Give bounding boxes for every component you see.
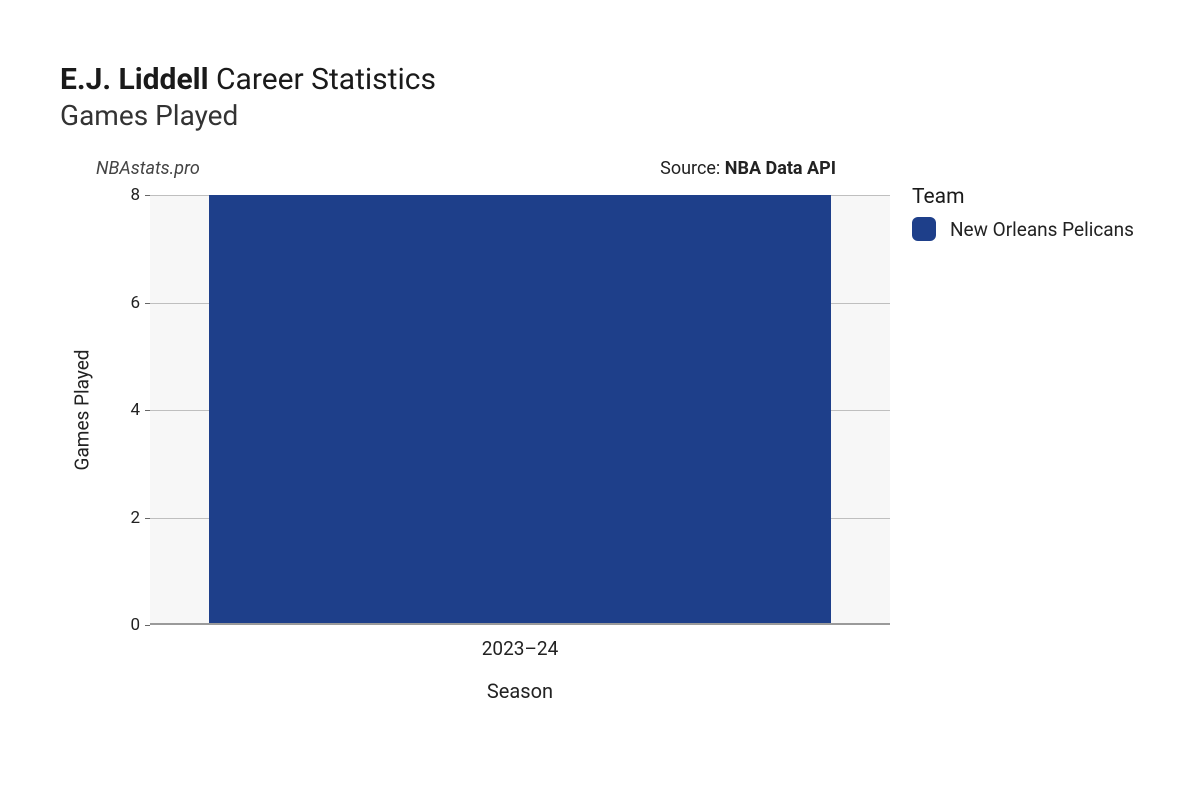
title-rest: Career Statistics xyxy=(209,62,436,97)
player-name: E.J. Liddell xyxy=(60,62,209,97)
chart-container: E.J. Liddell Career Statistics Games Pla… xyxy=(0,0,1200,800)
y-tick-mark xyxy=(145,303,150,304)
title-subtitle: Games Played xyxy=(60,99,1160,132)
y-tick-mark xyxy=(145,625,150,626)
source-prefix: Source: xyxy=(660,158,725,179)
title-line-1: E.J. Liddell Career Statistics xyxy=(60,60,1160,99)
legend-items: New Orleans Pelicans xyxy=(912,217,1134,241)
x-tick-label: 2023–24 xyxy=(482,625,559,660)
legend-swatch xyxy=(912,217,936,241)
legend-title: Team xyxy=(912,185,1134,209)
title-block: E.J. Liddell Career Statistics Games Pla… xyxy=(60,60,1160,132)
y-tick-mark xyxy=(145,518,150,519)
y-tick-mark xyxy=(145,410,150,411)
bar xyxy=(209,195,831,623)
x-axis-title: Season xyxy=(487,679,553,703)
legend: Team New Orleans Pelicans xyxy=(912,185,1134,241)
source-credit: Source: NBA Data API xyxy=(660,158,836,179)
y-axis-title: Games Played xyxy=(71,350,94,471)
legend-item: New Orleans Pelicans xyxy=(912,217,1134,241)
chart-area: Games Played Season 024682023–24 Team Ne… xyxy=(60,185,1160,705)
y-tick-mark xyxy=(145,195,150,196)
site-credit: NBAstats.pro xyxy=(96,158,200,179)
legend-label: New Orleans Pelicans xyxy=(950,218,1134,241)
plot-area: 024682023–24 xyxy=(150,195,890,625)
meta-row: NBAstats.pro Source: NBA Data API xyxy=(96,158,836,179)
source-name: NBA Data API xyxy=(725,158,836,179)
